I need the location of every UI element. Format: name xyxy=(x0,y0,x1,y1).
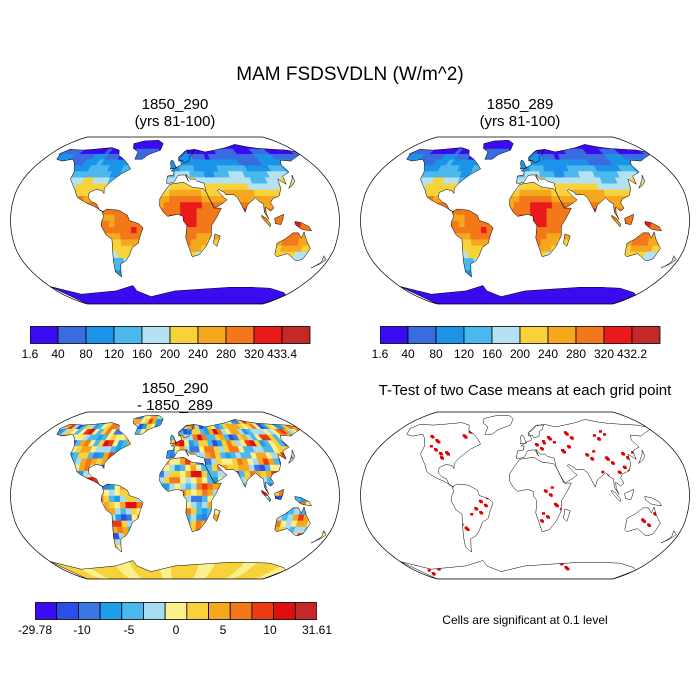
world-map-difference xyxy=(10,411,340,580)
colorbar-swatch xyxy=(99,602,123,620)
colorbar-tick-label: -5 xyxy=(123,623,135,637)
colorbar-swatch xyxy=(251,602,275,620)
colorbar-tick-label: -29.78 xyxy=(17,623,53,637)
world-map-ttest xyxy=(360,411,690,580)
colorbar-tick-label: -10 xyxy=(73,623,91,637)
colorbar-tick-label: 0 xyxy=(172,623,180,637)
colorbar-tick-label: 240 xyxy=(187,347,209,361)
colorbar-swatch xyxy=(143,602,166,620)
panel-title-diff: 1850_290 - 1850_289 xyxy=(10,380,340,414)
colorbar-swatch xyxy=(547,326,577,344)
colorbar-swatch xyxy=(208,602,231,620)
colorbar-swatch xyxy=(85,326,115,344)
colorbar-tick-label: 160 xyxy=(481,347,503,361)
colorbar-tick-label: 1.6 xyxy=(371,347,389,361)
colorbar-case1 xyxy=(30,326,311,344)
colorbar-swatch xyxy=(273,602,296,620)
colorbar-swatch xyxy=(603,326,633,344)
colorbar-swatch xyxy=(463,326,493,344)
colorbar-swatch xyxy=(407,326,437,344)
colorbar-swatch xyxy=(435,326,465,344)
significance-note: Cells are significant at 0.1 level xyxy=(442,613,608,627)
colorbar-difference xyxy=(35,602,317,620)
colorbar-swatch xyxy=(30,326,59,344)
colorbar-swatch xyxy=(281,326,311,344)
panel-title-case1: 1850_290 (yrs 81-100) xyxy=(10,96,340,130)
panel-title-line2: (yrs 81-100) xyxy=(134,113,216,130)
colorbar-swatch xyxy=(169,326,199,344)
colorbar-tick-label: 1.6 xyxy=(21,347,39,361)
colorbar-tick-label: 320 xyxy=(243,347,265,361)
colorbar-tick-label: 433.4 xyxy=(266,347,298,361)
panel-title-line1: 1850_290 xyxy=(141,96,209,113)
colorbar-swatch xyxy=(380,326,409,344)
world-map-case2 xyxy=(360,136,690,305)
colorbar-tick-label: 240 xyxy=(537,347,559,361)
colorbar-tick-label: 200 xyxy=(159,347,181,361)
colorbar-swatch xyxy=(575,326,605,344)
colorbar-swatch xyxy=(56,602,79,620)
panel-title-line1: 1850_289 xyxy=(486,96,554,113)
colorbar-tick-label: 120 xyxy=(453,347,475,361)
colorbar-tick-label: 200 xyxy=(509,347,531,361)
colorbar-case2 xyxy=(380,326,661,344)
panel-title-line1: T-Test of two Case means at each grid po… xyxy=(378,382,672,399)
panel-title-case2: 1850_289 (yrs 81-100) xyxy=(355,96,685,130)
colorbar-swatch xyxy=(35,602,58,620)
colorbar-tick-label: 40 xyxy=(51,347,65,361)
colorbar-swatch xyxy=(225,326,255,344)
colorbar-swatch xyxy=(57,326,87,344)
colorbar-swatch xyxy=(631,326,661,344)
colorbar-tick-label: 160 xyxy=(131,347,153,361)
colorbar-swatch xyxy=(121,602,144,620)
world-map-case1 xyxy=(10,136,340,305)
figure-title: MAM FSDSVDLN (W/m^2) xyxy=(236,64,464,85)
colorbar-swatch xyxy=(294,602,317,620)
colorbar-tick-label: 40 xyxy=(401,347,415,361)
panel-title-ttest: T-Test of two Case means at each grid po… xyxy=(350,382,700,399)
colorbar-swatch xyxy=(164,602,188,620)
colorbar-swatch xyxy=(197,326,227,344)
colorbar-tick-label: 320 xyxy=(593,347,615,361)
colorbar-swatch xyxy=(186,602,209,620)
colorbar-tick-label: 5 xyxy=(219,623,227,637)
colorbar-tick-label: 432.2 xyxy=(616,347,648,361)
panel-title-line2: (yrs 81-100) xyxy=(479,113,561,130)
colorbar-tick-label: 280 xyxy=(565,347,587,361)
panel-title-line1: 1850_290 xyxy=(141,380,209,397)
colorbar-swatch xyxy=(77,602,101,620)
colorbar-tick-label: 80 xyxy=(429,347,443,361)
colorbar-swatch xyxy=(491,326,521,344)
colorbar-swatch xyxy=(519,326,549,344)
colorbar-tick-label: 31.61 xyxy=(301,623,333,637)
colorbar-tick-label: 280 xyxy=(215,347,237,361)
colorbar-swatch xyxy=(229,602,253,620)
colorbar-tick-label: 10 xyxy=(263,623,277,637)
panel-title-line2: - 1850_289 xyxy=(137,397,213,414)
colorbar-swatch xyxy=(141,326,171,344)
colorbar-swatch xyxy=(253,326,283,344)
colorbar-tick-label: 120 xyxy=(103,347,125,361)
colorbar-swatch xyxy=(113,326,143,344)
colorbar-tick-label: 80 xyxy=(79,347,93,361)
